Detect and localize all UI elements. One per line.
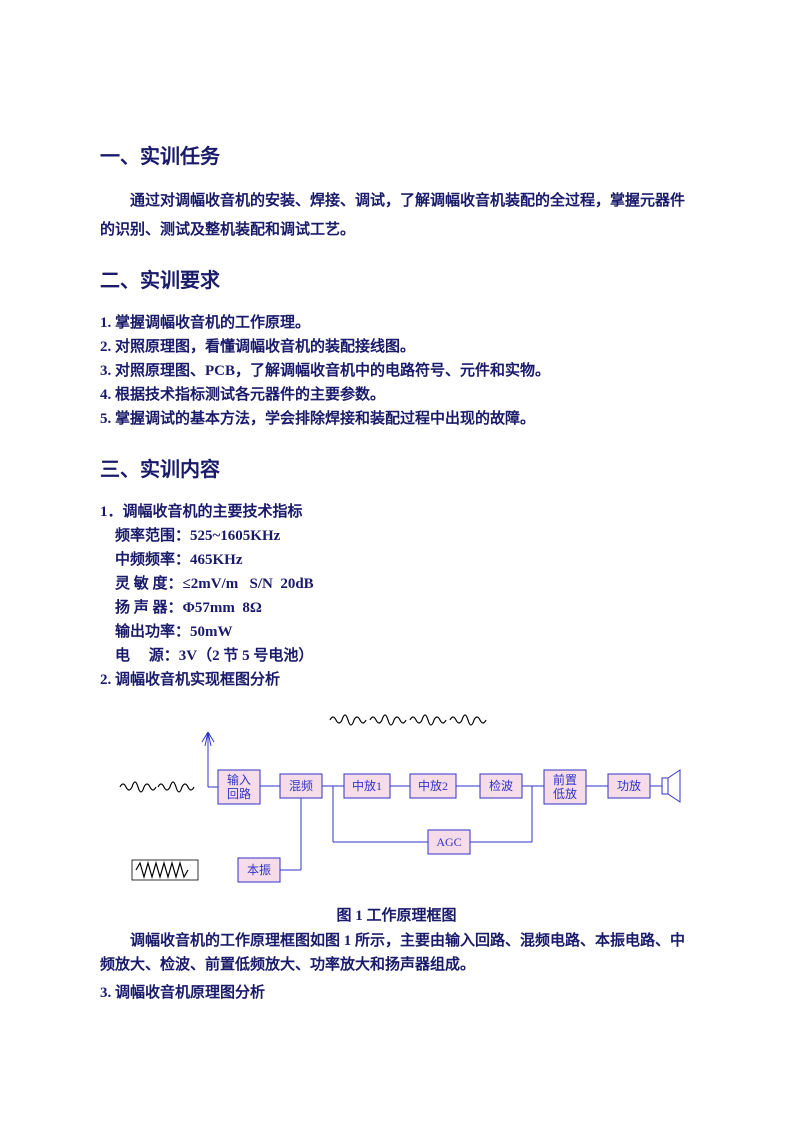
node-preamp: 前置 低放 xyxy=(544,770,586,804)
svg-text:前置: 前置 xyxy=(553,772,577,787)
svg-text:中放2: 中放2 xyxy=(418,778,448,793)
node-agc: AGC xyxy=(428,830,470,854)
block-diagram: 输入 回路 混频 中放1 中放2 检波 前置 低放 xyxy=(100,702,693,925)
section3-title: 三、实训内容 xyxy=(100,453,693,482)
node-if2: 中放2 xyxy=(410,774,456,798)
svg-text:回路: 回路 xyxy=(227,786,251,801)
node-if1: 中放1 xyxy=(344,774,390,798)
section2-list: 1. 掌握调幅收音机的工作原理。 2. 对照原理图，看懂调幅收音机的装配接线图。… xyxy=(100,311,693,431)
node-poweramp: 功放 xyxy=(608,774,650,798)
node-local-osc: 本振 xyxy=(238,858,280,882)
am-waveform-icon xyxy=(120,782,194,792)
section3-body: 1．调幅收音机的主要技术指标 频率范围：525~1605KHz 中频频率：465… xyxy=(100,500,693,692)
sub3-title: 3. 调幅收音机原理图分析 xyxy=(100,981,693,1002)
section1-title: 一、实训任务 xyxy=(100,140,693,169)
node-input: 输入 回路 xyxy=(218,770,260,804)
speaker-icon xyxy=(650,770,680,802)
req-item: 3. 对照原理图、PCB，了解调幅收音机中的电路符号、元件和实物。 xyxy=(100,359,693,383)
node-detector: 检波 xyxy=(480,774,522,798)
lo-wire xyxy=(280,798,301,870)
sub1-title: 1．调幅收音机的主要技术指标 xyxy=(100,500,693,524)
diagram-description: 调幅收音机的工作原理框图如图 1 所示，主要由输入回路、混频电路、本振电路、中频… xyxy=(100,929,693,977)
spec-row: 中频频率：465KHz xyxy=(100,548,693,572)
spec-row: 灵 敏 度：≤2mV/m S/N 20dB xyxy=(100,572,693,596)
req-item: 1. 掌握调幅收音机的工作原理。 xyxy=(100,311,693,335)
req-item: 4. 根据技术指标测试各元器件的主要参数。 xyxy=(100,383,693,407)
diagram-svg: 输入 回路 混频 中放1 中放2 检波 前置 低放 xyxy=(100,702,700,897)
am-waveform-icon xyxy=(410,715,486,725)
spec-row: 输出功率：50mW xyxy=(100,620,693,644)
diagram-caption: 图 1 工作原理框图 xyxy=(100,904,693,925)
section1-intro: 通过对调幅收音机的安装、焊接、调试，了解调幅收音机装配的全过程，掌握元器件的识别… xyxy=(100,187,693,244)
document-page: 一、实训任务 通过对调幅收音机的安装、焊接、调试，了解调幅收音机装配的全过程，掌… xyxy=(0,0,793,1122)
svg-text:混频: 混频 xyxy=(289,779,313,793)
svg-text:输入: 输入 xyxy=(227,772,251,787)
node-mixer: 混频 xyxy=(280,774,322,798)
antenna-icon xyxy=(202,732,218,787)
spec-row: 扬 声 器：Φ57mm 8Ω xyxy=(100,596,693,620)
req-item: 5. 掌握调试的基本方法，学会排除焊接和装配过程中出现的故障。 xyxy=(100,407,693,431)
am-waveform-icon xyxy=(330,715,406,725)
svg-text:AGC: AGC xyxy=(436,835,461,849)
svg-text:功放: 功放 xyxy=(617,778,641,793)
section2-title: 二、实训要求 xyxy=(100,264,693,293)
spec-row: 电 源：3V（2 节 5 号电池） xyxy=(100,644,693,668)
svg-text:中放1: 中放1 xyxy=(352,778,382,793)
svg-text:低放: 低放 xyxy=(553,786,577,801)
sub2-title: 2. 调幅收音机实现框图分析 xyxy=(100,668,693,692)
spec-row: 频率范围：525~1605KHz xyxy=(100,524,693,548)
svg-text:检波: 检波 xyxy=(489,778,513,793)
req-item: 2. 对照原理图，看懂调幅收音机的装配接线图。 xyxy=(100,335,693,359)
svg-text:本振: 本振 xyxy=(247,863,271,877)
carrier-waveform-icon xyxy=(132,860,198,880)
